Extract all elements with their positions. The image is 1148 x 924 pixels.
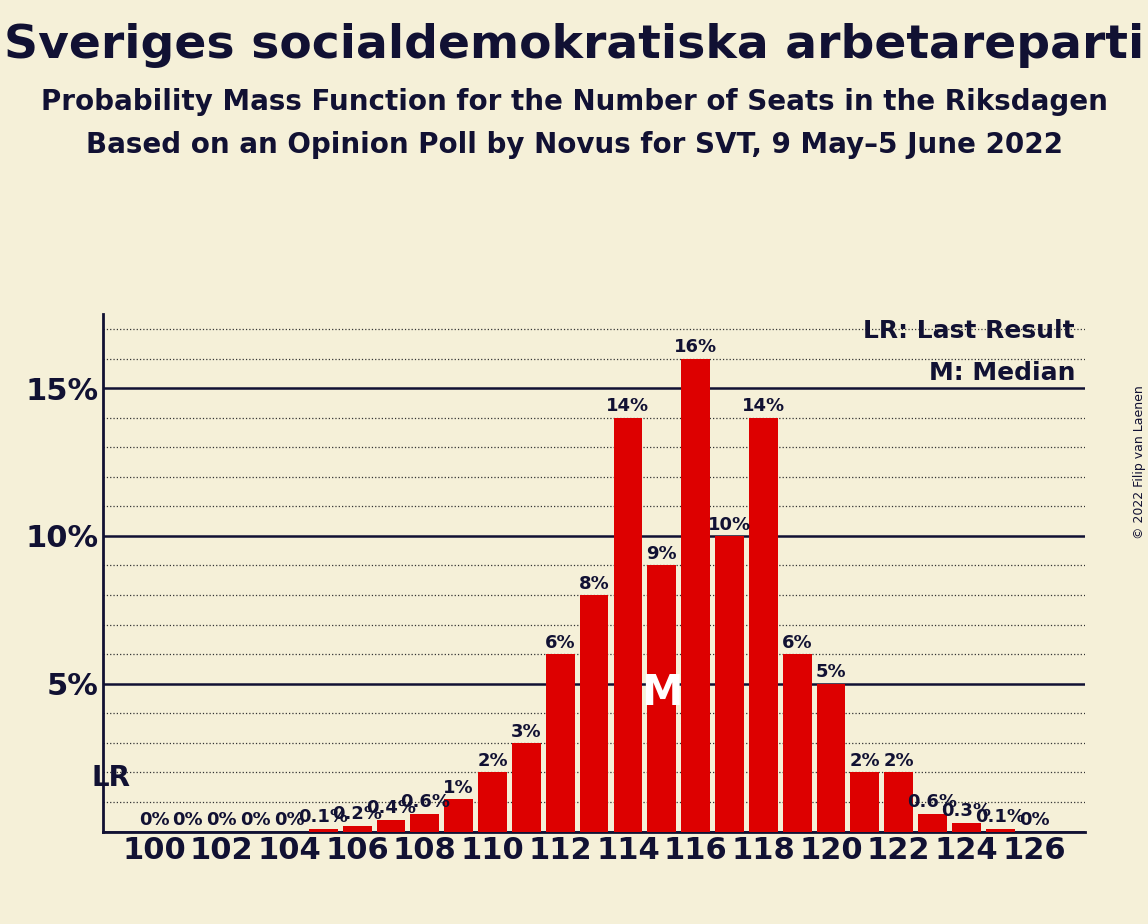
- Text: 6%: 6%: [782, 634, 813, 651]
- Bar: [444, 799, 473, 832]
- Text: LR: LR: [92, 764, 131, 793]
- Bar: [715, 536, 744, 832]
- Text: Based on an Opinion Poll by Novus for SVT, 9 May–5 June 2022: Based on an Opinion Poll by Novus for SV…: [85, 131, 1063, 159]
- Text: 16%: 16%: [674, 338, 718, 356]
- Text: 6%: 6%: [545, 634, 575, 651]
- Text: Sveriges socialdemokratiska arbetareparti: Sveriges socialdemokratiska arbetarepart…: [3, 23, 1145, 68]
- Bar: [545, 654, 575, 832]
- Text: 2%: 2%: [850, 752, 881, 770]
- Bar: [952, 822, 980, 832]
- Bar: [343, 826, 372, 832]
- Text: 10%: 10%: [708, 516, 751, 533]
- Bar: [681, 359, 709, 832]
- Text: 0%: 0%: [1018, 811, 1049, 829]
- Bar: [580, 595, 608, 832]
- Text: 8%: 8%: [579, 575, 610, 592]
- Bar: [748, 418, 777, 832]
- Text: 0%: 0%: [207, 811, 238, 829]
- Bar: [613, 418, 643, 832]
- Bar: [512, 743, 541, 832]
- Text: 0.2%: 0.2%: [332, 806, 382, 823]
- Bar: [783, 654, 812, 832]
- Bar: [647, 565, 676, 832]
- Bar: [986, 829, 1015, 832]
- Text: 0.4%: 0.4%: [366, 799, 416, 818]
- Text: 2%: 2%: [478, 752, 507, 770]
- Text: 0%: 0%: [172, 811, 203, 829]
- Text: M: Median: M: Median: [929, 360, 1075, 384]
- Text: LR: Last Result: LR: Last Result: [863, 320, 1075, 344]
- Text: 2%: 2%: [884, 752, 914, 770]
- Text: 0%: 0%: [139, 811, 170, 829]
- Text: 0%: 0%: [274, 811, 304, 829]
- Text: 1%: 1%: [443, 779, 474, 796]
- Text: 0%: 0%: [240, 811, 271, 829]
- Text: © 2022 Filip van Laenen: © 2022 Filip van Laenen: [1133, 385, 1147, 539]
- Text: 9%: 9%: [646, 545, 677, 563]
- Bar: [884, 772, 913, 832]
- Text: 3%: 3%: [511, 723, 542, 740]
- Bar: [918, 814, 947, 832]
- Bar: [479, 772, 507, 832]
- Text: 0.1%: 0.1%: [976, 808, 1025, 826]
- Text: 0.1%: 0.1%: [298, 808, 348, 826]
- Text: 0.3%: 0.3%: [941, 802, 992, 821]
- Text: M: M: [641, 673, 683, 714]
- Bar: [411, 814, 440, 832]
- Text: 14%: 14%: [742, 397, 785, 415]
- Text: 0.6%: 0.6%: [400, 794, 450, 811]
- Bar: [851, 772, 879, 832]
- Text: Probability Mass Function for the Number of Seats in the Riksdagen: Probability Mass Function for the Number…: [40, 88, 1108, 116]
- Bar: [377, 820, 405, 832]
- Text: 14%: 14%: [606, 397, 650, 415]
- Text: 0.6%: 0.6%: [908, 794, 957, 811]
- Text: 5%: 5%: [816, 663, 846, 681]
- Bar: [816, 684, 845, 832]
- Bar: [309, 829, 338, 832]
